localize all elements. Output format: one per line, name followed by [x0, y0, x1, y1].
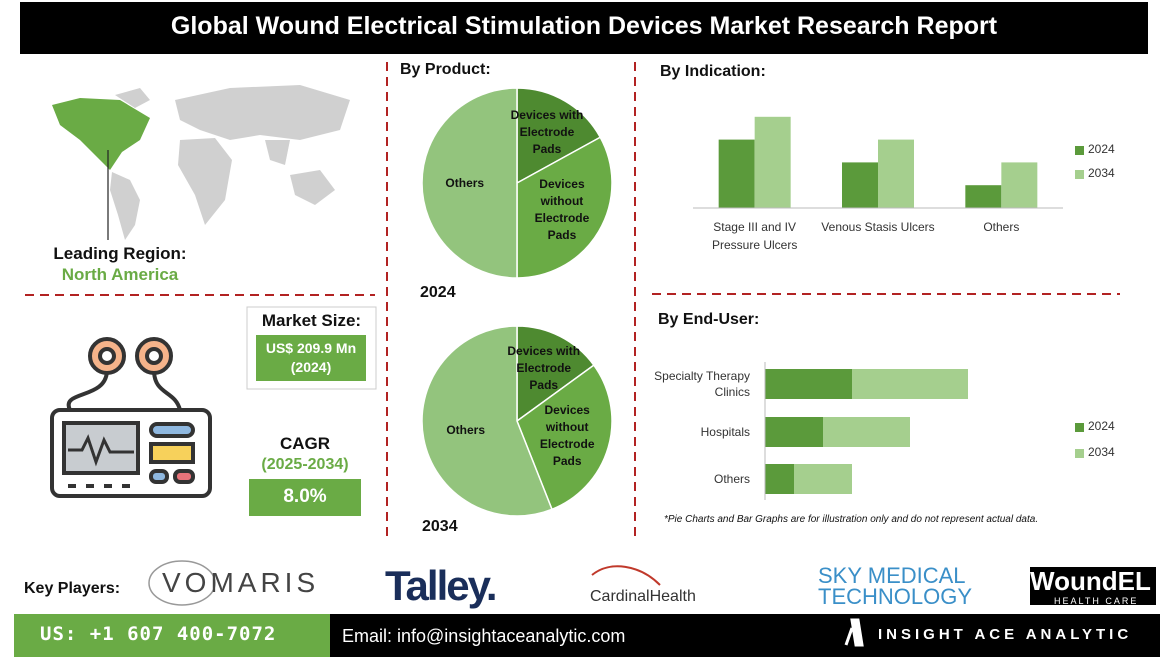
legend-label: 2024	[1088, 419, 1115, 433]
pie-slice	[516, 325, 595, 423]
cagr-label: CAGR	[279, 434, 331, 453]
title-bar	[20, 2, 1148, 54]
pie-slice	[516, 364, 613, 511]
title: Global Wound Electrical Stimulation Devi…	[170, 12, 998, 40]
woundel-box	[1030, 567, 1156, 605]
legend-label: 2034	[1088, 166, 1115, 180]
bar	[1001, 162, 1038, 208]
bar	[718, 139, 755, 208]
bar	[965, 185, 1002, 208]
market-size-label: Market Size:	[261, 311, 362, 330]
bar-segment	[765, 417, 823, 447]
y-tick-label: Specialty Therapy Clinics	[654, 369, 750, 399]
cagr-value: 8.0%	[283, 486, 327, 507]
legend-swatch	[1075, 449, 1084, 458]
pie-label: Devices with Electrode Pads	[510, 107, 584, 156]
pie-caption: 2024	[420, 284, 456, 301]
pie-slice	[421, 87, 518, 279]
pie-label: Devices without Electrode Pads	[534, 176, 590, 242]
logo-talley: Talley.	[385, 562, 498, 609]
bar-segment	[765, 464, 794, 494]
chart-title: By End-User:	[658, 311, 760, 328]
market-size-value: US$ 209.9 Mn (2024)	[265, 340, 357, 375]
pie-label: Others	[445, 175, 485, 190]
legend-label: 2034	[1088, 445, 1115, 459]
key-players-label: Key Players:	[24, 580, 121, 597]
region-label: Leading Region:	[53, 244, 187, 263]
bar	[842, 162, 878, 208]
footer-bar	[330, 614, 1160, 657]
pie-caption: 2034	[422, 518, 458, 535]
x-tick-label: Others	[983, 220, 1020, 234]
footer-brand: INSIGHT ACE ANALYTIC	[878, 626, 1133, 643]
world-map	[52, 85, 350, 240]
x-tick-label: Stage III and IV Pressure Ulcers	[711, 220, 798, 252]
pie-slice	[421, 325, 553, 517]
region-value: North America	[61, 265, 179, 284]
bar	[878, 139, 914, 208]
footer-email: Email: info@insightaceanalytic.com	[342, 626, 626, 646]
cagr-period: (2025-2034)	[261, 456, 349, 473]
bar-segment	[794, 464, 852, 494]
x-tick-label: Venous Stasis Ulcers	[821, 220, 935, 234]
logo-cardinal: CardinalHealth	[590, 588, 696, 605]
bar-segment	[852, 369, 968, 399]
chart-title: By Product:	[400, 61, 491, 78]
market-size-value-box	[256, 335, 366, 381]
footer-phone-bar	[14, 614, 330, 657]
cagr-value-box	[249, 479, 361, 516]
pie-label: Devices without Electrode Pads	[539, 402, 595, 468]
device-icon	[50, 337, 212, 498]
pie-label: Others	[446, 423, 486, 438]
legend-swatch	[1075, 146, 1084, 155]
pie-label: Devices with Electrode Pads	[507, 344, 581, 393]
logo-woundel-tagline: HEALTH CARE	[1054, 596, 1139, 606]
bar	[754, 116, 791, 208]
note: *Pie Charts and Bar Graphs are for illus…	[664, 514, 1039, 525]
pie-slice	[516, 136, 613, 279]
logo-sky: SKY MEDICAL TECHNOLOGY	[818, 563, 973, 609]
legend-swatch	[1075, 423, 1084, 432]
bar-segment	[765, 369, 852, 399]
legend-swatch	[1075, 170, 1084, 179]
legend-label: 2024	[1088, 142, 1115, 156]
cardinal-mark	[591, 565, 661, 586]
brand-icon	[844, 618, 864, 647]
y-tick-label: Hospitals	[700, 425, 750, 439]
logo-vomaris: VOMARIS	[162, 567, 320, 598]
pie-slice	[516, 87, 602, 185]
footer-phone: US: +1 607 400-7072	[40, 623, 277, 645]
vomaris-ring	[148, 560, 216, 606]
logo-woundel: WoundEL	[1030, 566, 1151, 596]
chart-title: By Indication:	[660, 63, 766, 80]
dividers	[25, 62, 1120, 540]
bar-segment	[823, 417, 910, 447]
y-tick-label: Others	[713, 472, 750, 486]
